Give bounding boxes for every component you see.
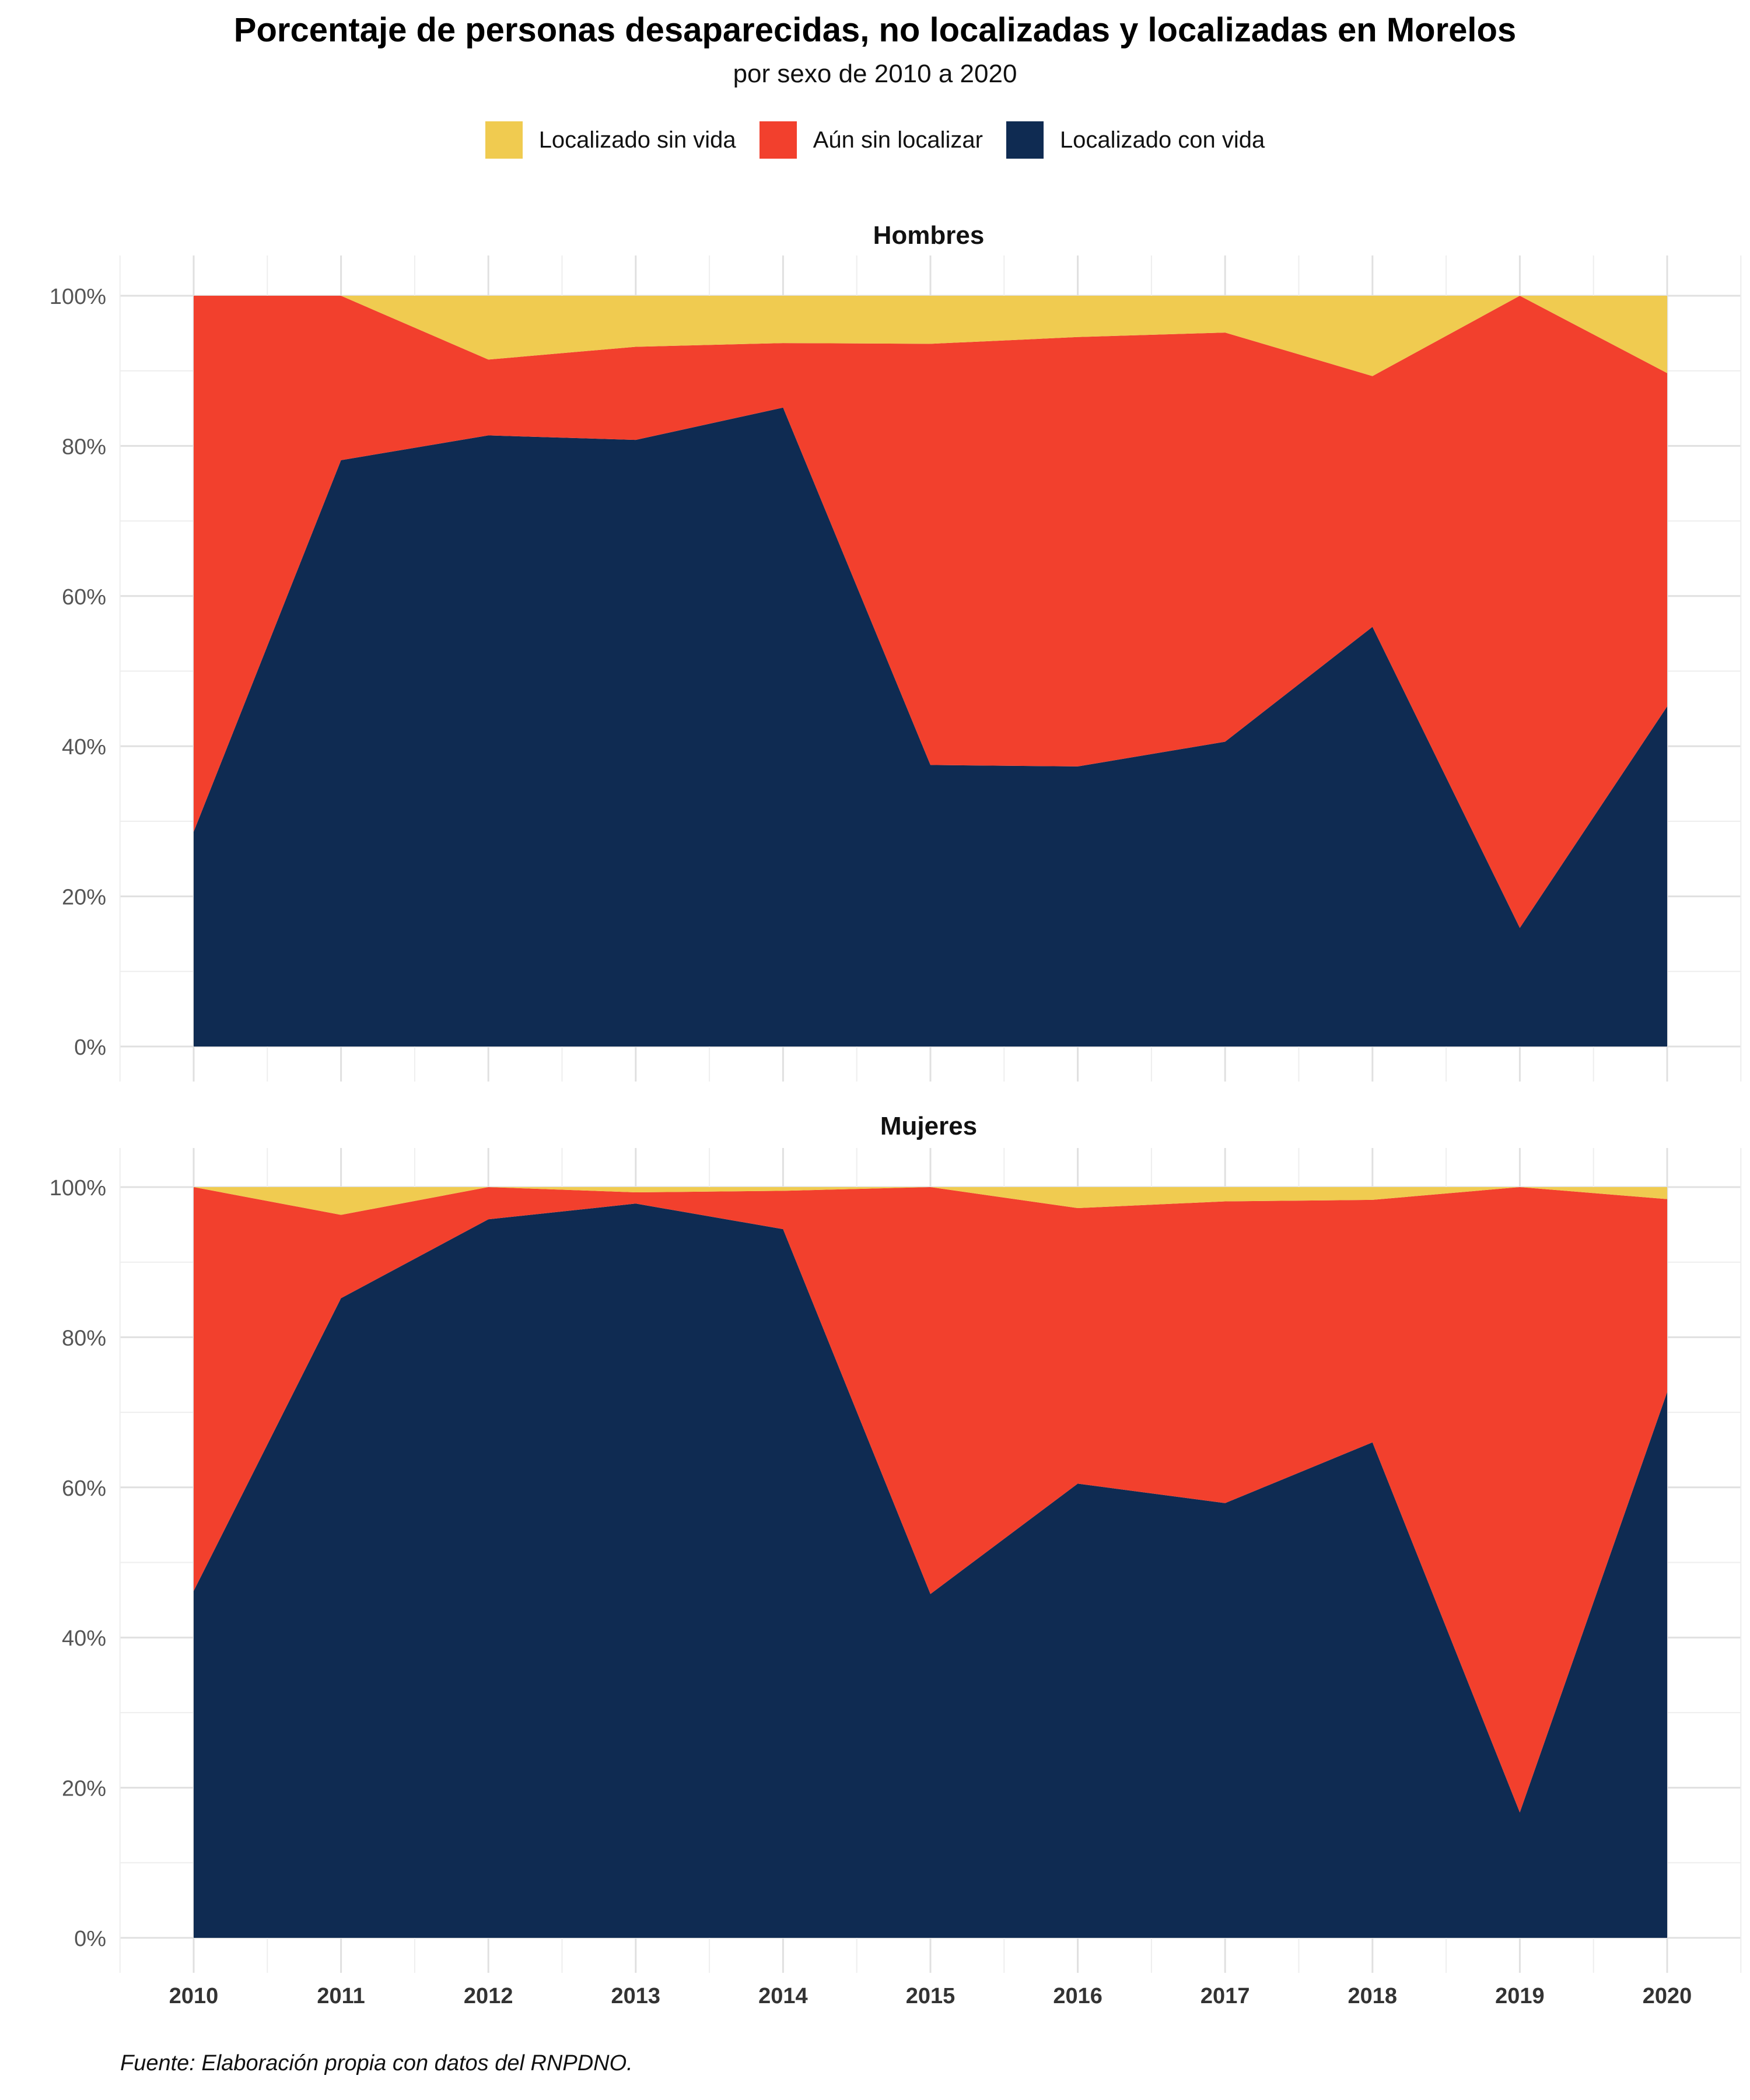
x-tick-label: 2019 bbox=[1495, 1984, 1545, 2008]
y-tick-label: 100% bbox=[50, 1176, 106, 1200]
y-tick-label: 0% bbox=[74, 1035, 106, 1060]
y-tick-label: 0% bbox=[74, 1927, 106, 1951]
facet-label: Mujeres bbox=[880, 1112, 977, 1140]
x-tick-label: 2012 bbox=[464, 1984, 513, 2008]
y-tick-label: 20% bbox=[62, 1777, 106, 1801]
x-tick-label: 2017 bbox=[1200, 1984, 1250, 2008]
x-tick-label: 2015 bbox=[906, 1984, 956, 2008]
y-tick-label: 100% bbox=[50, 285, 106, 309]
area-localizado-con-vida bbox=[194, 1203, 1667, 1938]
y-tick-label: 40% bbox=[62, 1626, 106, 1651]
x-tick-label: 2010 bbox=[169, 1984, 219, 2008]
legend-item-localizado-con-vida: Localizado con vida bbox=[1006, 121, 1265, 159]
y-tick-label: 60% bbox=[62, 585, 106, 610]
legend-swatch bbox=[485, 121, 523, 159]
legend-item-aun-sin-localizar: Aún sin localizar bbox=[759, 121, 983, 159]
legend-item-localizado-sin-vida: Localizado sin vida bbox=[485, 121, 736, 159]
x-tick-label: 2018 bbox=[1348, 1984, 1398, 2008]
x-tick-label: 2020 bbox=[1643, 1984, 1692, 2008]
area-aun-sin-localizar bbox=[194, 296, 1667, 928]
y-tick-label: 20% bbox=[62, 886, 106, 910]
source-note: Fuente: Elaboración propia con datos del… bbox=[120, 2051, 633, 2076]
y-tick-label: 40% bbox=[62, 735, 106, 760]
legend-label: Localizado con vida bbox=[1059, 127, 1265, 153]
x-tick-label: 2016 bbox=[1053, 1984, 1102, 2008]
y-tick-label: 60% bbox=[62, 1476, 106, 1501]
y-tick-label: 80% bbox=[62, 1326, 106, 1350]
chart-subtitle: por sexo de 2010 a 2020 bbox=[733, 60, 1017, 88]
x-tick-label: 2013 bbox=[611, 1984, 661, 2008]
chart-title: Porcentaje de personas desaparecidas, no… bbox=[233, 11, 1517, 49]
legend: Localizado sin vida Aún sin localizar Lo… bbox=[0, 121, 1750, 159]
area-aun-sin-localizar bbox=[194, 1187, 1667, 1813]
x-tick-label: 2011 bbox=[317, 1984, 365, 2008]
facet-label: Hombres bbox=[873, 221, 985, 250]
legend-label: Aún sin localizar bbox=[813, 127, 983, 153]
area-localizado-sin-vida bbox=[194, 296, 1667, 376]
x-tick-label: 2014 bbox=[758, 1984, 808, 2008]
area-localizado-sin-vida bbox=[194, 1187, 1667, 1215]
legend-swatch bbox=[1006, 121, 1044, 159]
y-tick-label: 80% bbox=[62, 435, 106, 459]
area-localizado-con-vida bbox=[194, 407, 1667, 1046]
legend-swatch bbox=[759, 121, 797, 159]
legend-label: Localizado sin vida bbox=[538, 127, 736, 153]
